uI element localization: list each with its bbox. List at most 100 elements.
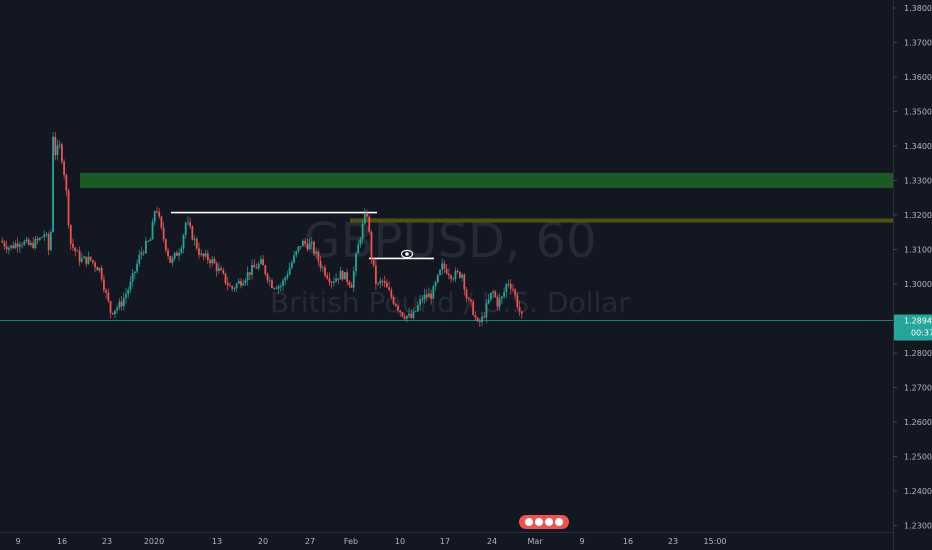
candle-body bbox=[326, 275, 329, 279]
candle-body bbox=[304, 240, 307, 244]
candle-body bbox=[259, 259, 262, 264]
candle-body bbox=[251, 264, 253, 275]
candle-body bbox=[49, 232, 52, 250]
candle-body bbox=[145, 241, 147, 254]
price-tick-label: 1.31000 bbox=[904, 246, 932, 255]
candle-body bbox=[310, 241, 313, 244]
candle-body bbox=[478, 321, 481, 322]
candle-body bbox=[403, 316, 406, 319]
candle-body bbox=[1, 240, 4, 243]
candle-body bbox=[324, 267, 326, 276]
candle-body bbox=[200, 253, 203, 255]
candle-body bbox=[317, 251, 320, 261]
candle-body bbox=[25, 239, 28, 242]
last-price-label: 1.28942 00:37 bbox=[894, 314, 932, 341]
candle-body bbox=[242, 283, 245, 286]
candle-body bbox=[321, 267, 324, 269]
candle-body bbox=[377, 283, 379, 285]
candle-body bbox=[109, 301, 112, 313]
candle-body bbox=[83, 256, 85, 259]
candle-body bbox=[114, 310, 116, 315]
candle-body bbox=[374, 265, 377, 284]
candle-body bbox=[69, 225, 72, 244]
candle-body bbox=[63, 161, 66, 175]
candle-body bbox=[151, 221, 154, 240]
candle-body bbox=[386, 282, 388, 288]
candle-body bbox=[514, 289, 517, 296]
candle-body bbox=[138, 254, 141, 264]
price-tick-label: 1.38000 bbox=[904, 4, 932, 13]
candle-body bbox=[171, 258, 174, 263]
candle-body bbox=[125, 293, 127, 299]
candle-body bbox=[397, 306, 399, 311]
candle-body bbox=[359, 239, 362, 245]
candle-body bbox=[56, 145, 59, 156]
time-tick-label: 16 bbox=[623, 537, 633, 546]
candle-body bbox=[405, 315, 408, 319]
candle-body bbox=[80, 258, 83, 262]
candle-body bbox=[193, 238, 196, 240]
candle-body bbox=[257, 263, 260, 269]
candle-body bbox=[275, 287, 278, 289]
price-tick-label: 1.27000 bbox=[904, 384, 932, 393]
candle-body bbox=[240, 281, 242, 286]
candle-body bbox=[38, 237, 41, 240]
candle-body bbox=[518, 307, 521, 312]
candle-body bbox=[3, 242, 6, 247]
time-tick-label: 15:00 bbox=[703, 537, 726, 546]
candle-body bbox=[470, 299, 472, 302]
candle-body bbox=[498, 298, 501, 307]
candle-body bbox=[91, 260, 94, 263]
price-tick-label: 1.34000 bbox=[904, 142, 932, 151]
candle-body bbox=[485, 303, 488, 318]
resistance-band[interactable] bbox=[350, 218, 893, 223]
candle-body bbox=[67, 190, 70, 226]
candle-body bbox=[47, 234, 50, 250]
price-tick-label: 1.24000 bbox=[904, 487, 932, 496]
price-tick-label: 1.23000 bbox=[904, 522, 932, 531]
candle-body bbox=[430, 293, 433, 299]
candle-body bbox=[489, 292, 492, 300]
candle-body bbox=[412, 311, 415, 319]
candle-body bbox=[408, 313, 410, 316]
candle-body bbox=[160, 216, 163, 228]
candle-body bbox=[149, 239, 152, 242]
candle-body bbox=[328, 278, 331, 283]
candle-body bbox=[390, 290, 393, 298]
candle-body bbox=[467, 298, 470, 300]
candle-body bbox=[131, 273, 134, 282]
time-tick-label: 9 bbox=[579, 537, 584, 546]
candle-body bbox=[335, 278, 337, 282]
candle-body bbox=[461, 274, 463, 278]
candle-body bbox=[220, 268, 222, 271]
economic-events-badge[interactable] bbox=[519, 515, 569, 529]
candle-body bbox=[503, 292, 506, 297]
candle-body bbox=[344, 272, 346, 280]
time-tick-label: 9 bbox=[15, 537, 20, 546]
supply-zone[interactable] bbox=[80, 172, 893, 189]
candle-body bbox=[34, 238, 37, 249]
candle-body bbox=[30, 242, 32, 245]
candle-body bbox=[268, 280, 271, 282]
candle-body bbox=[445, 268, 448, 274]
candle-body bbox=[122, 298, 125, 307]
candle-body bbox=[211, 259, 214, 264]
candle-body bbox=[23, 241, 26, 245]
candle-body bbox=[361, 223, 364, 240]
candle-body bbox=[271, 280, 273, 289]
eye-icon[interactable] bbox=[400, 249, 414, 259]
candle-body bbox=[500, 296, 503, 299]
candle-body bbox=[222, 270, 225, 274]
candle-body bbox=[363, 213, 366, 224]
candle-body bbox=[428, 293, 430, 298]
time-tick-label: 23 bbox=[668, 537, 678, 546]
candle-body bbox=[416, 305, 419, 312]
candle-body bbox=[94, 262, 96, 268]
time-tick-label: 13 bbox=[212, 537, 222, 546]
candle-body bbox=[45, 234, 48, 235]
candle-body bbox=[492, 291, 494, 293]
candles-layer bbox=[1, 131, 523, 327]
price-tick-label: 1.35000 bbox=[904, 108, 932, 117]
